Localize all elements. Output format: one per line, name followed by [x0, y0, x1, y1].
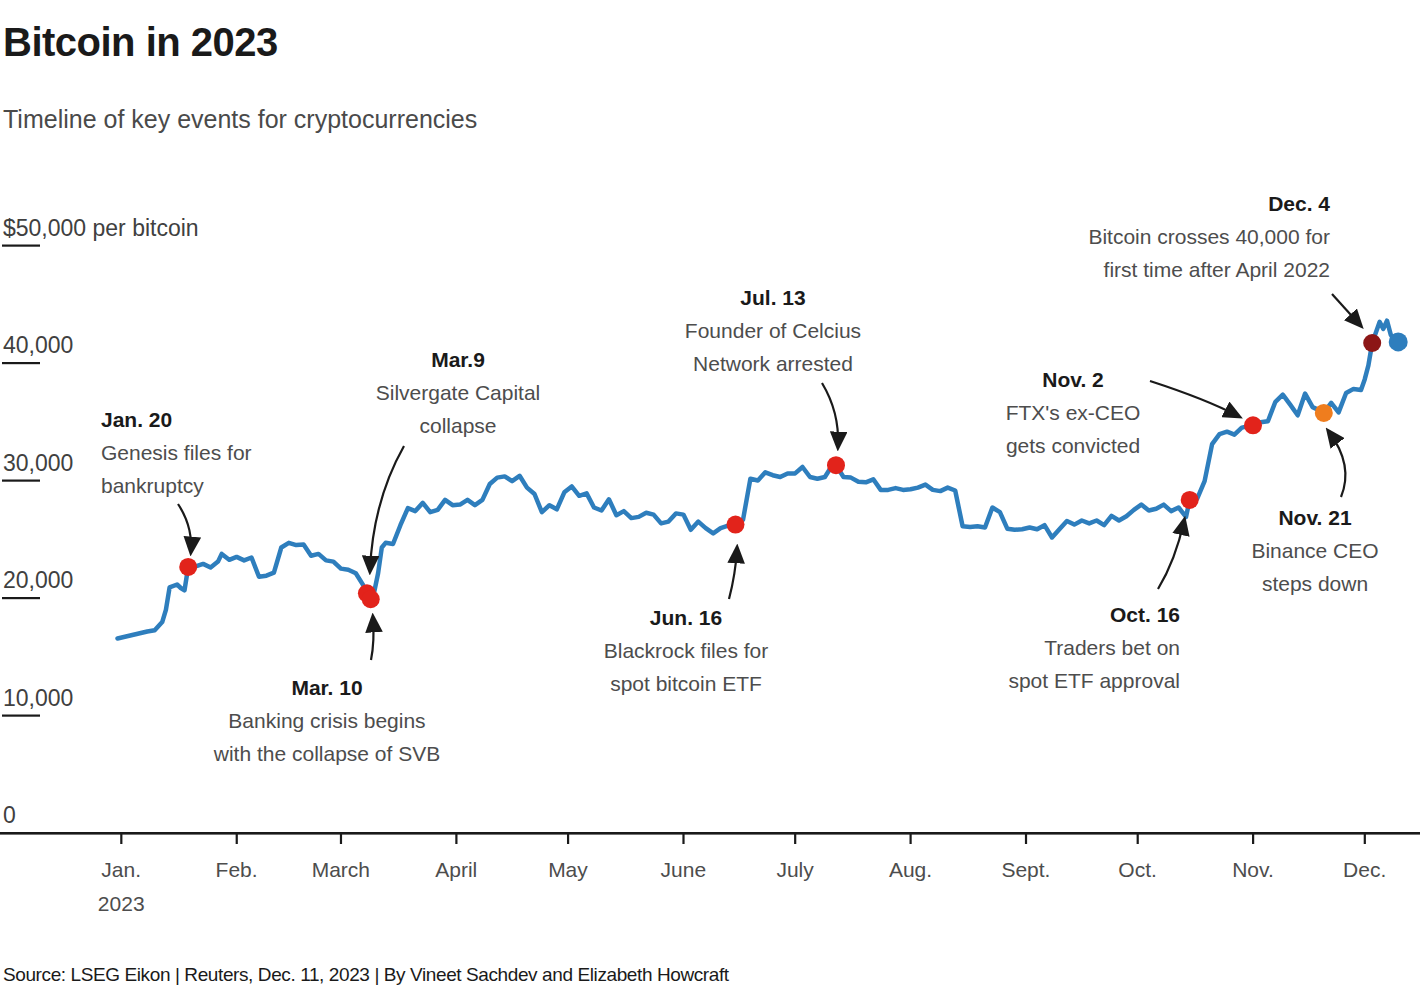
annotation-text: spot bitcoin ETF	[604, 667, 769, 700]
annotation-jan20: Jan. 20 Genesis files for bankruptcy	[101, 403, 252, 502]
event-dot-jan20	[179, 558, 197, 576]
x-axis-label: Aug.	[889, 853, 932, 887]
annotation-jul13: Jul. 13 Founder of Celcius Network arres…	[685, 281, 861, 380]
annotation-text: steps down	[1251, 567, 1378, 600]
x-axis-label: June	[661, 853, 707, 887]
annotation-arrow-jul13	[822, 383, 838, 446]
x-axis-label: Dec.	[1343, 853, 1386, 887]
annotation-text: FTX's ex-CEO	[1006, 396, 1141, 429]
y-axis-tick	[2, 245, 40, 247]
chart-figure: Bitcoin in 2023 Timeline of key events f…	[0, 0, 1420, 1000]
annotation-date: Nov. 2	[1006, 363, 1141, 396]
x-axis-tick	[909, 834, 911, 844]
annotation-dec4: Dec. 4 Bitcoin crosses 40,000 for first …	[1088, 187, 1330, 286]
annotation-text: Silvergate Capital	[376, 376, 541, 409]
x-axis-line	[0, 832, 1420, 835]
x-axis-tick	[455, 834, 457, 844]
x-axis-label: Sept.	[1001, 853, 1050, 887]
annotation-date: Oct. 16	[1008, 598, 1180, 631]
annotation-text: bankruptcy	[101, 469, 252, 502]
annotation-text: with the collapse of SVB	[214, 737, 440, 770]
event-dot-dec4	[1363, 334, 1381, 352]
x-axis-label: Jan.2023	[98, 853, 145, 921]
y-axis-tick	[2, 362, 40, 364]
y-axis-tick	[2, 480, 40, 482]
x-axis-label: Feb.	[216, 853, 258, 887]
annotation-date: Mar. 10	[214, 671, 440, 704]
annotation-arrow-oct16	[1158, 521, 1184, 589]
y-axis-label: $50,000 per bitcoin	[3, 215, 199, 242]
event-dot-mar10	[362, 590, 380, 608]
annotation-text: Network arrested	[685, 347, 861, 380]
y-axis-tick	[2, 597, 40, 599]
y-axis-label: 0	[3, 802, 16, 829]
annotation-date: Jul. 13	[685, 281, 861, 314]
x-axis-label: Oct.	[1118, 853, 1157, 887]
annotation-nov2: Nov. 2 FTX's ex-CEO gets convicted	[1006, 363, 1141, 462]
annotation-mar9: Mar.9 Silvergate Capital collapse	[376, 343, 541, 442]
annotation-arrow-jan20	[178, 504, 191, 551]
x-axis-label: Nov.	[1232, 853, 1274, 887]
annotation-nov21: Nov. 21 Binance CEO steps down	[1251, 501, 1378, 600]
x-axis-tick	[794, 834, 796, 844]
annotation-mar10: Mar. 10 Banking crisis begins with the c…	[214, 671, 440, 770]
x-axis-tick	[682, 834, 684, 844]
x-axis-tick	[1025, 834, 1027, 844]
event-dot-jun16	[727, 516, 745, 534]
annotation-arrow-mar10	[371, 618, 374, 660]
annotation-arrow-nov2	[1150, 381, 1238, 416]
x-axis-year-label: 2023	[98, 887, 145, 921]
annotation-date: Mar.9	[376, 343, 541, 376]
x-axis-label: March	[312, 853, 370, 887]
x-axis-label: April	[435, 853, 477, 887]
x-axis-label: July	[776, 853, 813, 887]
x-axis-tick	[1137, 834, 1139, 844]
annotation-text: gets convicted	[1006, 429, 1141, 462]
annotation-arrow-mar9	[370, 446, 404, 570]
annotation-text: Bitcoin crosses 40,000 for	[1088, 220, 1330, 253]
x-axis-tick	[340, 834, 342, 844]
x-axis-tick	[120, 834, 122, 844]
event-dot-nov2	[1244, 416, 1262, 434]
source-line: Source: LSEG Eikon | Reuters, Dec. 11, 2…	[3, 964, 729, 986]
x-axis-tick	[1252, 834, 1254, 844]
event-dot-jul13	[827, 456, 845, 474]
annotation-text: Banking crisis begins	[214, 704, 440, 737]
annotation-jun16: Jun. 16 Blackrock files for spot bitcoin…	[604, 601, 769, 700]
annotation-text: Genesis files for	[101, 436, 252, 469]
annotation-text: first time after April 2022	[1088, 253, 1330, 286]
line-end-dot	[1389, 332, 1408, 351]
annotation-text: Blackrock files for	[604, 634, 769, 667]
annotation-date: Dec. 4	[1088, 187, 1330, 220]
annotation-date: Jan. 20	[101, 403, 252, 436]
y-axis-tick	[2, 715, 40, 717]
event-dot-oct16	[1181, 491, 1199, 509]
annotation-oct16: Oct. 16 Traders bet on spot ETF approval	[1008, 598, 1180, 697]
event-dot-nov21	[1315, 404, 1333, 422]
y-axis-label: 40,000	[3, 332, 73, 359]
annotation-text: collapse	[376, 409, 541, 442]
x-axis-label: May	[548, 853, 588, 887]
x-axis-tick	[236, 834, 238, 844]
annotation-text: Binance CEO	[1251, 534, 1378, 567]
annotation-date: Jun. 16	[604, 601, 769, 634]
y-axis-label: 20,000	[3, 567, 73, 594]
x-axis-tick	[1364, 834, 1366, 844]
annotation-arrow-jun16	[729, 549, 737, 599]
y-axis-label: 10,000	[3, 685, 73, 712]
annotation-arrow-nov21	[1329, 432, 1346, 497]
annotation-text: Traders bet on	[1008, 631, 1180, 664]
x-axis-tick	[567, 834, 569, 844]
y-axis-label: 30,000	[3, 450, 73, 477]
annotation-arrow-dec4	[1332, 294, 1360, 325]
annotation-text: spot ETF approval	[1008, 664, 1180, 697]
annotation-text: Founder of Celcius	[685, 314, 861, 347]
annotation-date: Nov. 21	[1251, 501, 1378, 534]
